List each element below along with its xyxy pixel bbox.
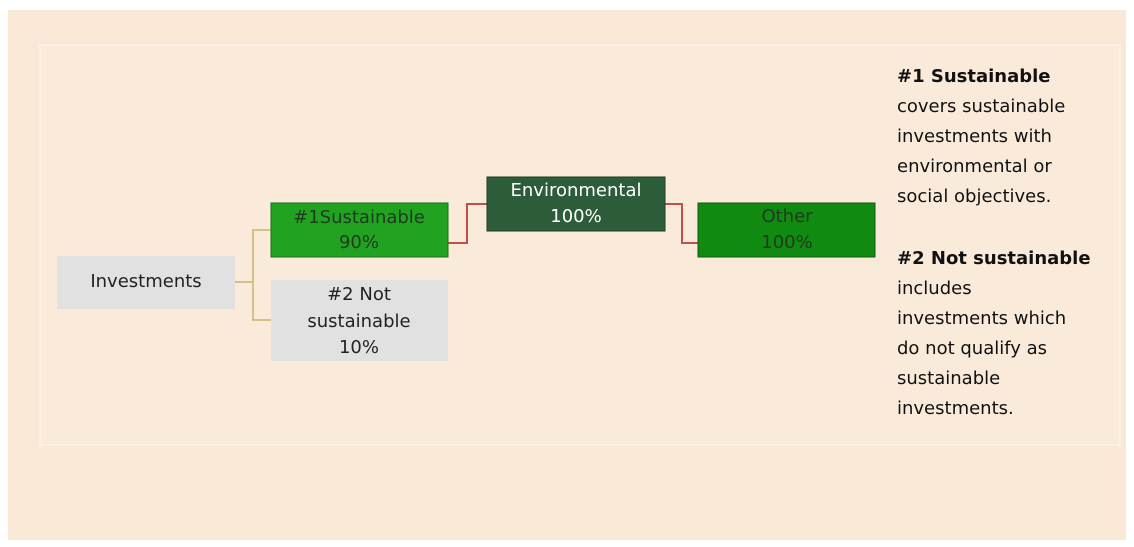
node-box: [697, 202, 876, 258]
connector: [665, 203, 698, 244]
legend-title: #1 Sustainable: [897, 66, 1051, 87]
node-label: 100%: [550, 206, 601, 227]
node-label: Other: [761, 206, 813, 227]
node-label: 90%: [339, 232, 379, 253]
legend-line: covers sustainable: [897, 96, 1065, 117]
legend-line: sustainable: [897, 368, 1000, 389]
node-box: [57, 256, 235, 309]
legend-title: #2 Not sustainable: [897, 248, 1091, 269]
node-label: 100%: [761, 232, 812, 253]
legend-line: includes: [897, 278, 972, 299]
inner-panel: [39, 44, 1121, 446]
node-label: Environmental: [511, 180, 642, 201]
legend-line: investments with: [897, 126, 1052, 147]
legend-line: investments which: [897, 308, 1066, 329]
legend-line: do not qualify as: [897, 338, 1047, 359]
legend: #1 Sustainable covers sustainable invest…: [897, 66, 1091, 419]
legend-line: environmental or: [897, 156, 1052, 177]
connector: [252, 229, 271, 321]
node-box: [271, 280, 448, 361]
node-label: Investments: [90, 271, 201, 292]
legend-line: investments.: [897, 398, 1014, 419]
node-label: sustainable: [307, 311, 410, 332]
node-label: #2 Not: [327, 284, 391, 305]
node-box: [486, 176, 666, 232]
node-label: #1Sustainable: [293, 207, 425, 228]
legend-line: social objectives.: [897, 186, 1051, 207]
node-box: [270, 202, 449, 258]
node-label: 10%: [339, 337, 379, 358]
connector: [448, 203, 487, 244]
